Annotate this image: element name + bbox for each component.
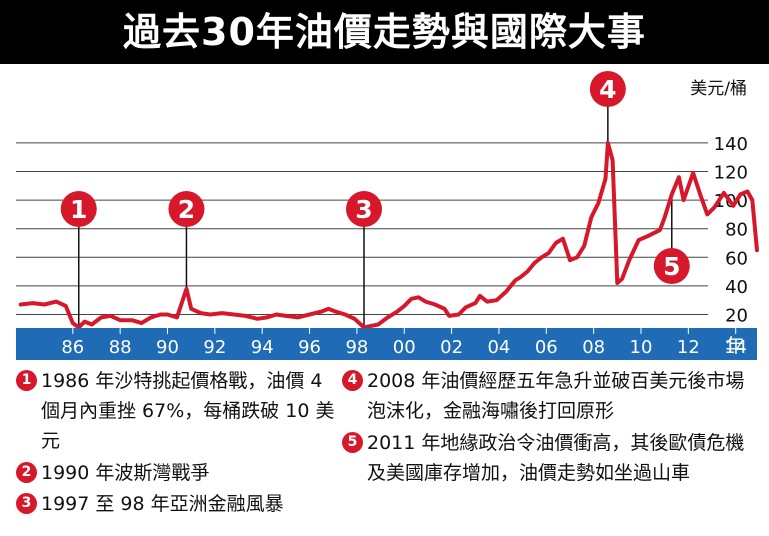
annotation-markers: 1 2 3 4 5: [60, 71, 690, 284]
annotation-number: 3: [355, 195, 372, 224]
note-text: 1986 年沙特挑起價格戰，油價 4 個月內重挫 67%，每桶跌破 10 美元: [41, 370, 335, 452]
note-1: 1 1986 年沙特挑起價格戰，油價 4 個月內重挫 67%，每桶跌破 10 美…: [16, 366, 336, 456]
x-tick-labels: 86 88 90 92 94 96 98 00 02 04 06 08 10 12 14: [61, 328, 747, 358]
note-5: 5 2011 年地緣政治令油價衝高，其後歐債危機及美國庫存增加，油價走勢如坐過山…: [342, 428, 760, 488]
x-axis-band: [16, 328, 757, 360]
x-tick-label: 86: [61, 337, 84, 358]
x-tick-label: 96: [298, 337, 321, 358]
y-axis-label: 美元/桶: [690, 79, 747, 99]
x-axis-unit: 年: [725, 335, 744, 357]
note-number-badge: 1: [16, 370, 37, 391]
annotation-marker: [168, 191, 205, 227]
y-tick-label: 140: [714, 134, 748, 155]
note-text: 1990 年波斯灣戰爭: [41, 462, 210, 484]
x-tick-label: 12: [677, 337, 700, 358]
note-number-badge: 4: [342, 370, 363, 391]
note-text: 2008 年油價經歷五年急升並破百美元後市場泡沫化，金融海嘯後打回原形: [367, 370, 745, 422]
chart-title: 過去30年油價走勢與國際大事: [123, 10, 646, 54]
annotation-marker: [60, 191, 97, 227]
y-tick-label: 80: [725, 220, 748, 241]
note-4: 4 2008 年油價經歷五年急升並破百美元後市場泡沫化，金融海嘯後打回原形: [342, 366, 760, 426]
annotation-number: 1: [70, 195, 87, 224]
note-number-badge: 2: [16, 462, 37, 483]
x-tick-label: 08: [582, 337, 605, 358]
note-3: 3 1997 至 98 年亞洲金融風暴: [16, 489, 336, 519]
x-tick-label: 10: [630, 337, 653, 358]
annotation-number: 2: [178, 195, 195, 224]
note-text: 2011 年地緣政治令油價衝高，其後歐債危機及美國庫存增加，油價走勢如坐過山車: [367, 432, 745, 484]
oil-price-line: [18, 140, 759, 330]
x-tick-label: 98: [345, 337, 368, 358]
x-tick-label: 14: [724, 337, 747, 358]
note-2: 2 1990 年波斯灣戰爭: [16, 458, 336, 488]
x-tick-label: 00: [393, 337, 416, 358]
annotation-marker: [346, 191, 383, 227]
y-tick-label: 40: [725, 277, 748, 298]
y-tick-label: 120: [714, 163, 748, 184]
annotation-marker: [653, 248, 690, 284]
event-notes: 1 1986 年沙特挑起價格戰，油價 4 個月內重挫 67%，每桶跌破 10 美…: [0, 364, 769, 536]
x-tick-label: 90: [156, 337, 179, 358]
x-tick-label: 92: [203, 337, 226, 358]
annotation-marker: [589, 71, 626, 107]
x-tick-label: 06: [535, 337, 558, 358]
x-tick-label: 94: [251, 337, 274, 358]
title-bar: 過去30年油價走勢與國際大事: [0, 0, 769, 64]
y-tick-label: 60: [725, 248, 748, 269]
annotation-number: 5: [663, 252, 680, 281]
x-tick-label: 88: [109, 337, 132, 358]
annotation-lines: [77, 105, 673, 328]
note-number-badge: 3: [16, 493, 37, 514]
x-tick-label: 04: [487, 337, 510, 358]
x-tick-label: 02: [440, 337, 463, 358]
note-text: 1997 至 98 年亞洲金融風暴: [41, 493, 284, 515]
y-tick-label: 20: [725, 306, 748, 327]
note-number-badge: 5: [342, 432, 363, 453]
annotation-number: 4: [599, 75, 616, 104]
